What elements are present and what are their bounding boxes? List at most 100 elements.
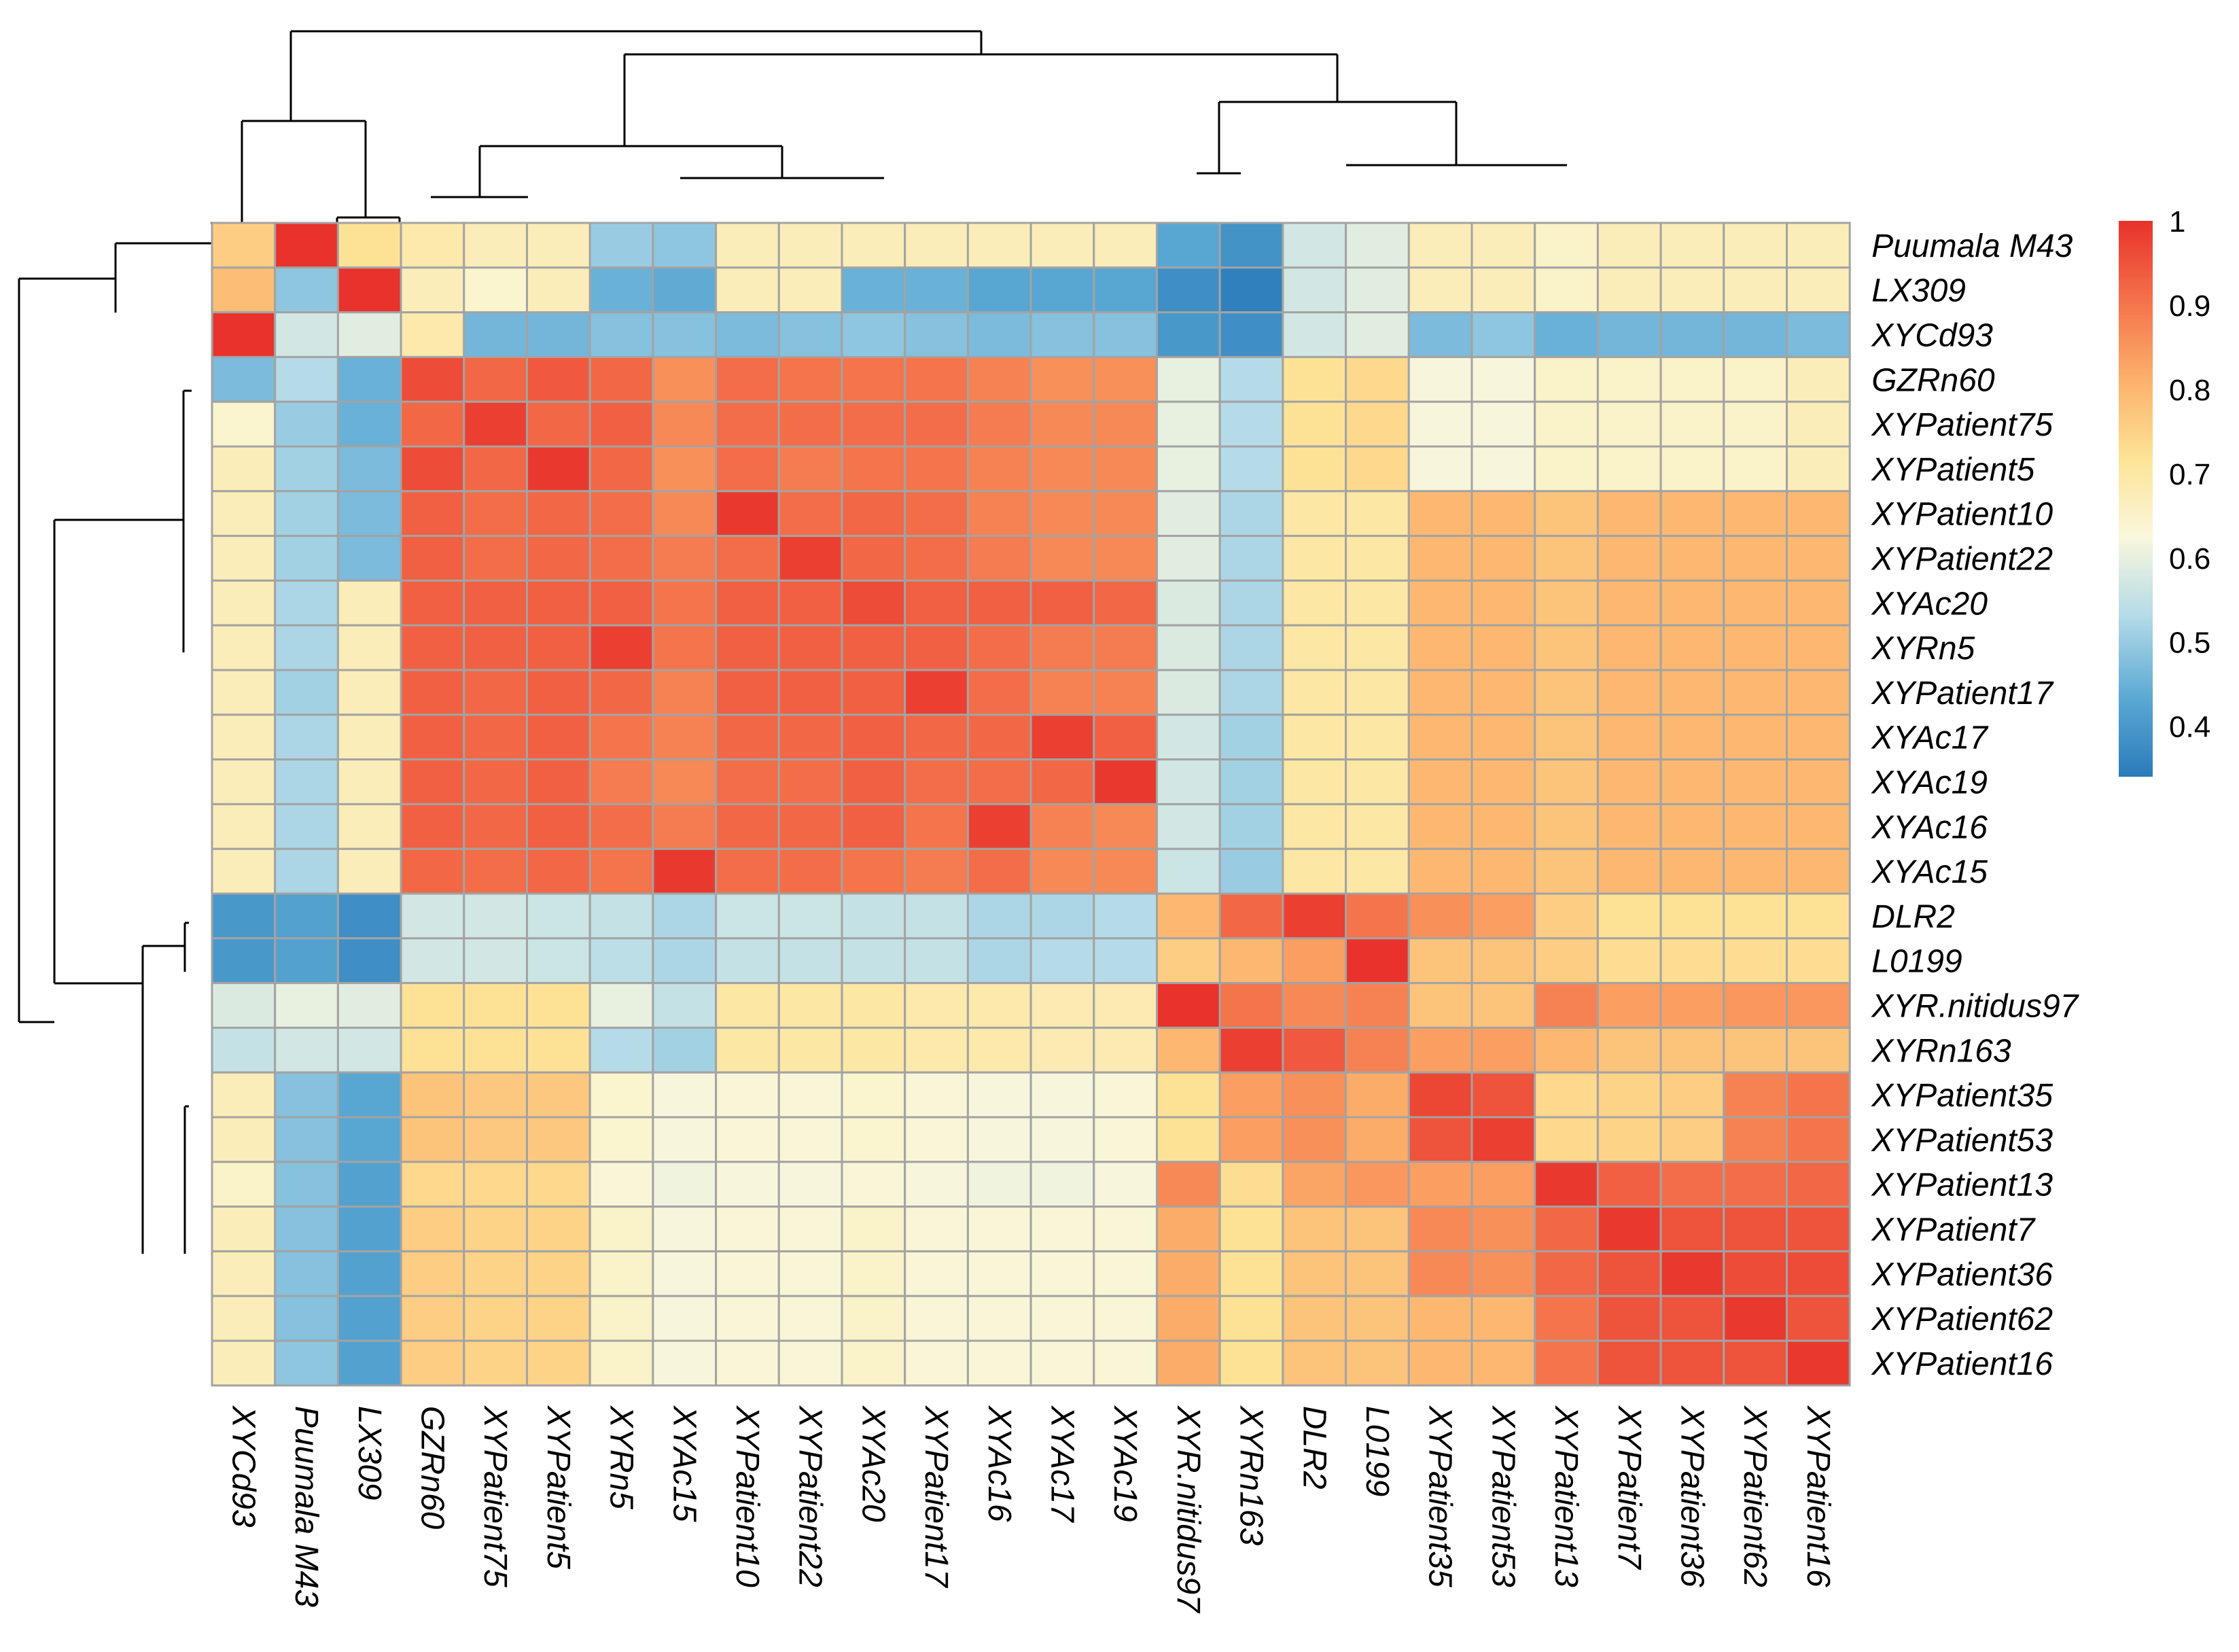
- heatmap-cell: [1282, 355, 1347, 403]
- heatmap-cell: [1407, 847, 1473, 895]
- colorbar-tick-label: 0.8: [2169, 374, 2210, 407]
- heatmap-cell: [966, 937, 1032, 985]
- heatmap-cell: [274, 982, 339, 1029]
- heatmap-cell: [211, 1026, 277, 1074]
- heatmap-cell: [1723, 1339, 1788, 1387]
- heatmap-cell: [1659, 714, 1725, 761]
- heatmap-cell: [1029, 400, 1095, 448]
- heatmap-cell: [1156, 714, 1221, 761]
- heatmap-cell: [777, 535, 843, 582]
- heatmap-cell: [1156, 1026, 1221, 1074]
- heatmap-cell: [777, 803, 843, 850]
- heatmap-cell: [588, 803, 654, 850]
- heatmap-cell: [463, 1116, 528, 1163]
- heatmap-cell: [400, 937, 465, 985]
- heatmap-cell: [715, 892, 780, 940]
- heatmap-cell: [274, 1206, 339, 1252]
- heatmap-cell: [211, 1161, 277, 1208]
- heatmap-cell: [1345, 847, 1410, 895]
- heatmap-cell: [211, 669, 277, 716]
- row-label: XYPatient16: [1871, 1346, 2053, 1382]
- heatmap-cell: [715, 1071, 780, 1119]
- heatmap-cell: [841, 758, 906, 805]
- heatmap-cell: [211, 758, 277, 805]
- heatmap-cell: [1470, 1295, 1536, 1342]
- column-label: XYPatient53: [1485, 1405, 1521, 1587]
- heatmap-cell: [1659, 400, 1725, 448]
- heatmap-cell: [904, 445, 969, 493]
- heatmap-cell: [966, 1161, 1032, 1208]
- heatmap-cell: [463, 669, 528, 716]
- heatmap-cell: [400, 624, 465, 671]
- row-label: XYRn163: [1871, 1033, 2011, 1069]
- heatmap-cell: [1345, 803, 1410, 850]
- heatmap-cell: [1345, 1071, 1410, 1119]
- heatmap-cell: [1218, 1071, 1284, 1119]
- heatmap-cell: [1156, 1339, 1221, 1387]
- heatmap-cell: [274, 1161, 339, 1208]
- heatmap-cell: [777, 758, 843, 805]
- heatmap-cell: [336, 222, 402, 269]
- heatmap-cell: [463, 892, 528, 940]
- heatmap-cell: [1407, 982, 1473, 1029]
- heatmap-cell: [1218, 624, 1284, 671]
- heatmap-cell: [1534, 1161, 1599, 1208]
- heatmap-cell: [966, 1250, 1032, 1297]
- heatmap-cell: [211, 937, 277, 985]
- heatmap-cell: [588, 892, 654, 940]
- heatmap-cell: [715, 490, 780, 538]
- heatmap-cell: [652, 1339, 718, 1387]
- heatmap-cell: [652, 1295, 718, 1342]
- heatmap-cell: [1470, 1250, 1536, 1297]
- heatmap-cell: [336, 1206, 402, 1252]
- heatmap-cell: [1723, 1161, 1788, 1208]
- heatmap-cell: [463, 714, 528, 761]
- heatmap-cell: [1596, 847, 1662, 895]
- heatmap-cell: [841, 355, 906, 403]
- heatmap-cell: [966, 1295, 1032, 1342]
- heatmap-cell: [526, 847, 591, 895]
- heatmap-cell: [1218, 222, 1284, 269]
- heatmap-cell: [274, 222, 339, 269]
- heatmap-cell: [336, 1116, 402, 1163]
- heatmap-cell: [966, 579, 1032, 627]
- heatmap-cell: [588, 1161, 654, 1208]
- heatmap-cell: [1659, 1026, 1725, 1074]
- heatmap-cell: [1156, 1295, 1221, 1342]
- heatmap-cell: [1093, 1250, 1159, 1297]
- heatmap-cell: [526, 1339, 591, 1387]
- heatmap-cell: [1596, 1071, 1662, 1119]
- heatmap-cell: [841, 1161, 906, 1208]
- heatmap-cell: [1218, 1250, 1284, 1297]
- heatmap-cell: [274, 445, 339, 493]
- heatmap-cell: [904, 311, 969, 358]
- heatmap-cell: [652, 266, 718, 314]
- heatmap-cell: [1407, 400, 1473, 448]
- heatmap-cell: [904, 490, 969, 538]
- heatmap-cell: [463, 311, 528, 358]
- heatmap-cell: [1596, 1295, 1662, 1342]
- heatmap-cell: [1596, 758, 1662, 805]
- heatmap-cell: [1156, 1071, 1221, 1119]
- heatmap-cell: [1345, 1339, 1410, 1387]
- heatmap-cell: [1156, 1116, 1221, 1163]
- heatmap-cell: [1596, 937, 1662, 985]
- heatmap-cell: [1282, 714, 1347, 761]
- heatmap-cell: [1534, 803, 1599, 850]
- heatmap-cell: [966, 1026, 1032, 1074]
- heatmap-cell: [966, 803, 1032, 850]
- heatmap-cell: [588, 490, 654, 538]
- heatmap-cell: [652, 490, 718, 538]
- heatmap-cell: [1407, 355, 1473, 403]
- heatmap-cell: [463, 535, 528, 582]
- heatmap-cell: [777, 982, 843, 1029]
- heatmap-cell: [1093, 579, 1159, 627]
- heatmap-cell: [1596, 1116, 1662, 1163]
- heatmap-cell: [526, 1295, 591, 1342]
- heatmap-cell: [777, 266, 843, 314]
- heatmap-cell: [777, 937, 843, 985]
- heatmap-cell: [526, 266, 591, 314]
- heatmap-cell: [1534, 1206, 1599, 1252]
- heatmap-cell: [904, 714, 969, 761]
- heatmap-cell: [1596, 669, 1662, 716]
